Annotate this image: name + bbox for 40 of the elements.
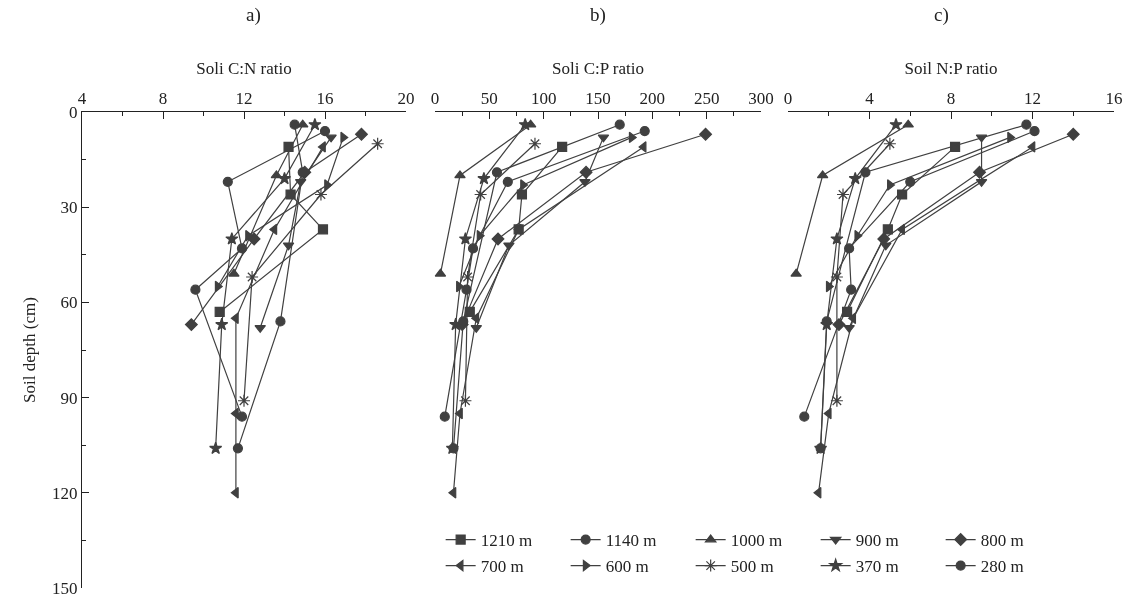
x-tick-label: 250 — [693, 89, 720, 109]
y-tick-label: 0 — [69, 102, 78, 122]
x-tick-label: 16 — [1105, 89, 1123, 109]
legend-label: 1140 m — [605, 531, 657, 551]
x-tick-label: 0 — [430, 89, 440, 109]
x-tick-label: 4 — [77, 89, 87, 109]
y-axis-title: Soil depth (cm) — [19, 297, 39, 403]
legend-label: 600 m — [605, 557, 649, 577]
x-axis-title: Soli C:P ratio — [552, 58, 644, 78]
x-tick-label: 4 — [865, 89, 875, 109]
x-tick-label: 12 — [1024, 89, 1041, 109]
y-tick-label: 30 — [60, 198, 78, 218]
x-axis-title: Soli C:N ratio — [196, 58, 292, 78]
x-tick-label: 100 — [530, 89, 557, 109]
chart-title: a) — [246, 4, 261, 26]
x-tick-label: 150 — [585, 89, 611, 109]
x-tick-label: 300 — [748, 89, 774, 109]
x-tick-label: 50 — [480, 89, 498, 109]
x-tick-label: 8 — [946, 89, 956, 109]
legend-label: 370 m — [855, 557, 899, 577]
x-tick-label: 20 — [397, 89, 415, 109]
x-tick-label: 200 — [639, 89, 666, 109]
x-tick-label: 16 — [316, 89, 334, 109]
legend-label: 900 m — [855, 531, 899, 551]
chart-title: c) — [934, 4, 949, 26]
legend-label: 280 m — [980, 557, 1024, 577]
legend-label: 1210 m — [480, 531, 533, 551]
legend-label: 700 m — [480, 557, 524, 577]
y-tick-label: 120 — [52, 483, 78, 503]
x-tick-label: 0 — [783, 89, 793, 109]
y-tick-label: 90 — [60, 388, 78, 408]
y-tick-label: 60 — [60, 293, 78, 313]
x-axis-title: Soil N:P ratio — [904, 58, 998, 78]
x-tick-label: 8 — [158, 89, 168, 109]
legend-label: 800 m — [980, 531, 1024, 551]
y-tick-label: 150 — [52, 578, 78, 598]
x-tick-label: 12 — [235, 89, 253, 109]
legend-label: 500 m — [730, 557, 774, 577]
legend-label: 1000 m — [730, 531, 783, 551]
chart-title: b) — [590, 4, 606, 26]
